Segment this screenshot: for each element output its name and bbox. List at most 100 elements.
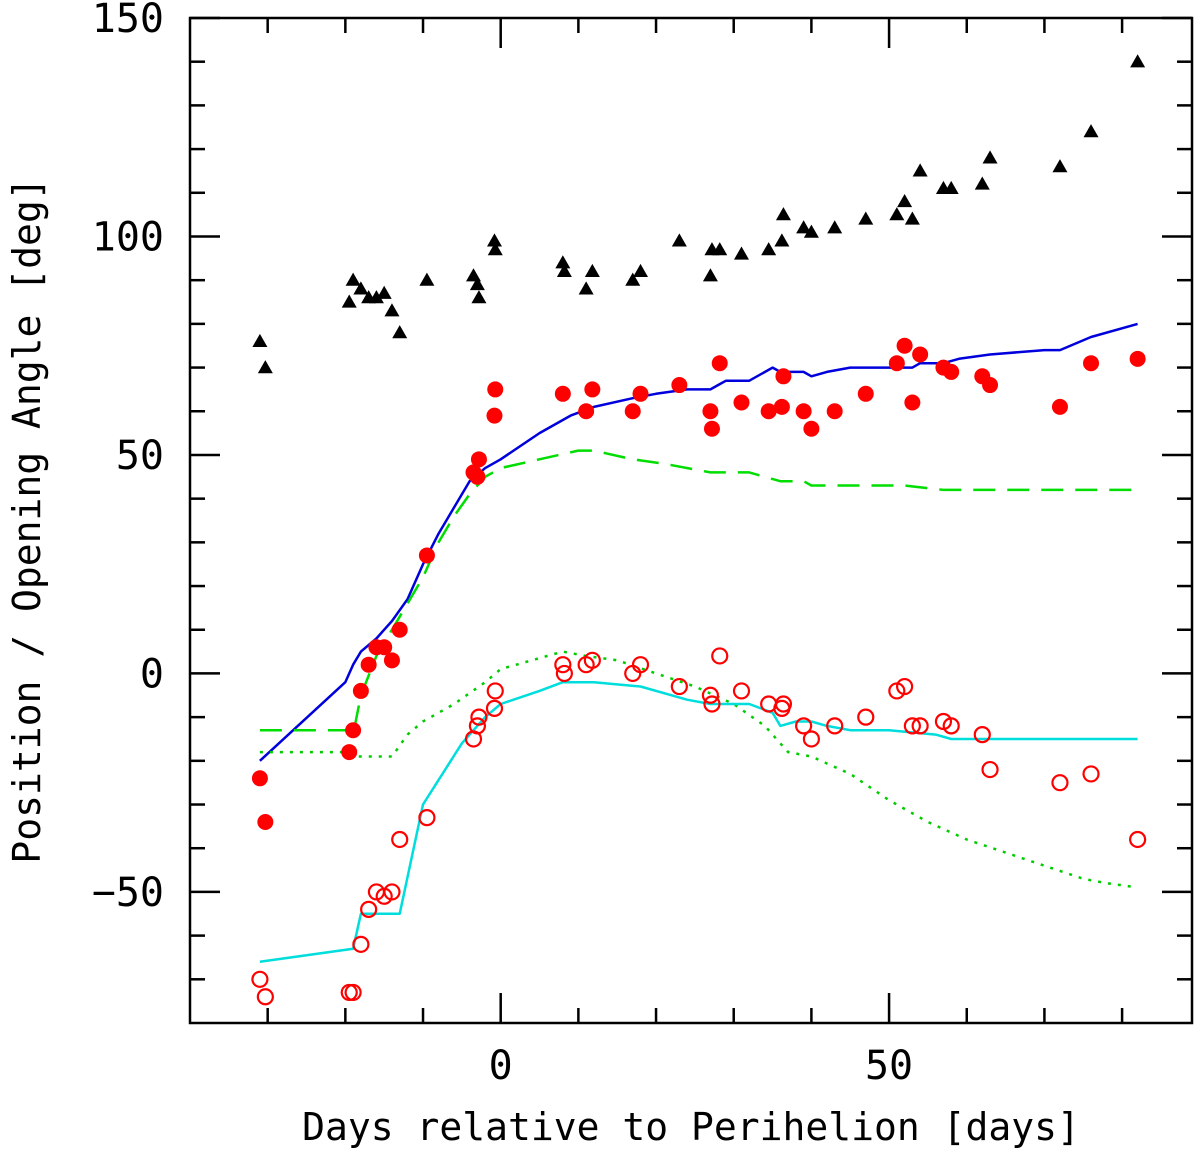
open-circle-point [795,717,813,735]
filled-circle-point [360,656,377,673]
triangle-point [392,325,408,339]
triangle-point [368,290,384,304]
triangle-point [702,268,718,282]
triangle-point [904,211,920,225]
open-circle-point [670,677,688,696]
y-tick-label: 0 [140,651,164,697]
open-circle-point [631,656,650,674]
filled-circle-point [584,381,601,398]
filled-circle-point [1051,398,1068,415]
filled-circle-point [341,744,358,761]
open-circle-point [857,708,875,726]
open-circle-point [896,677,914,696]
open-circle-point [360,900,378,918]
filled-circle-point [624,403,641,420]
triangle-point [982,150,998,164]
open-circle-point [485,699,504,717]
triangle-point [943,180,959,195]
triangle-point [1130,54,1146,68]
triangle-point [257,360,273,374]
triangle-point [803,224,819,238]
triangle-point [912,163,928,177]
filled-circle-point [703,420,720,437]
filled-circle-point [760,403,777,420]
open-circle-point [391,830,409,849]
triangle-point [625,272,641,286]
filled-circle-point [711,355,728,372]
series-line-solid [259,322,1138,762]
triangle-point [712,242,728,256]
triangle-point [858,211,874,225]
triangle-point [584,263,600,278]
open-circle-point [732,682,751,700]
y-tick-label: 50 [116,433,164,479]
triangle-point [1052,159,1068,173]
filled-circle-point [702,403,719,420]
filled-circle-point [773,398,790,415]
filled-circle-point [671,377,688,394]
open-circle-point [344,983,362,1002]
open-circle-point [942,717,960,735]
filled-circle-point [470,451,487,468]
filled-circle-point [775,368,792,385]
filled-circle-point [257,814,274,830]
open-circle-point [418,809,436,827]
filled-circle-point [904,394,921,411]
open-circle-point [774,695,793,713]
x-tick-label: 0 [489,1043,513,1089]
y-tick-label: 150 [92,0,164,42]
open-circle-point [256,988,274,1006]
open-circle-point [826,717,844,735]
triangle-point [469,277,485,291]
open-circle-point [554,656,572,674]
triangle-point [827,220,843,234]
axis-layer: −50 0 50 100 150 0 50 [92,0,1192,1089]
triangle-point [761,242,777,256]
open-circle-point [470,708,488,726]
open-circle-point [973,726,991,744]
x-tick-label: 50 [865,1043,913,1089]
triangle-point [889,207,905,221]
triangle-point [671,233,687,247]
triangle-point [419,272,435,286]
triangle-point [341,294,357,308]
filled-circle-point [554,385,571,402]
open-circle-point [1082,765,1100,783]
triangle-point [555,255,571,269]
filled-circle-point [733,394,750,411]
triangle-point [897,194,913,208]
filled-circle-point [391,621,408,638]
filled-circle-point [486,407,503,424]
open-circle-point [1129,830,1147,849]
open-circle-point [555,664,573,683]
y-tick-label: 100 [92,214,164,260]
open-circle-point [981,760,999,779]
triangle-point [487,242,503,256]
filled-circle-point [982,377,999,394]
filled-circle-point [469,468,486,485]
filled-circle-point [383,652,400,669]
open-circle-point [468,717,486,735]
triangle-point [775,207,791,221]
open-circle-point [701,686,720,704]
open-circle-point [352,935,370,953]
series-line-dashed [259,449,1138,736]
plot-frame [188,16,1194,1025]
open-circle-point [383,883,401,901]
triangle-point [774,233,790,247]
triangle-point [974,176,990,190]
triangle-point [384,303,400,317]
filled-circle-point [857,385,874,402]
triangle-point [633,263,649,278]
x-axis-title: Days relative to Perihelion [days] [302,1105,1080,1149]
y-axis-title: Position / Opening Angle [deg] [5,177,49,863]
open-circle-point [1051,774,1069,792]
filled-circle-point [888,355,905,372]
open-circle-point [703,695,721,713]
triangle-point [376,285,392,299]
filled-circle-point [418,547,435,564]
open-circle-point [486,682,504,700]
filled-circle-point [352,682,369,699]
